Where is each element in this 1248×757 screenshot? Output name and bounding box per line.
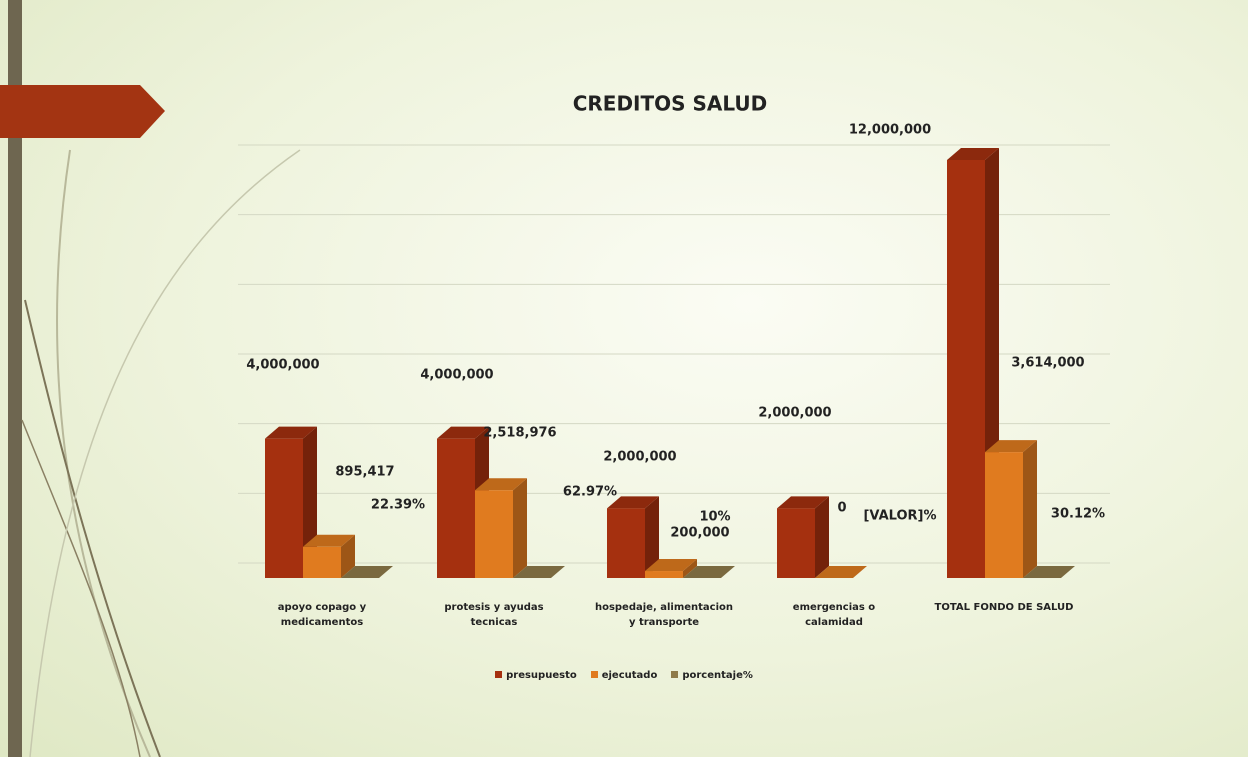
bar [815,566,867,579]
arrow-shape [0,85,165,138]
bar-top [815,566,867,578]
bar-side [341,534,355,578]
bar [341,565,393,579]
legend-swatch [495,671,503,678]
bar [475,478,527,578]
side-band [8,0,22,757]
data-label: [VALOR]% [863,509,936,524]
bar-top [683,565,735,578]
x-tick-label: protesis y ayudas tecnicas [444,602,544,628]
bar-front [303,546,341,578]
legend-item: presupuesto [495,670,577,681]
bar-front [437,438,475,578]
bar [645,559,697,578]
bar-top [303,534,355,547]
bar-front [985,452,1023,578]
bar-front [265,438,303,578]
bar-top [1023,565,1075,578]
data-label: 22.39% [371,498,425,513]
data-label: 3,614,000 [1011,356,1084,371]
bar-front [645,571,683,578]
legend-swatch [671,671,679,678]
decor-curve [56,149,151,757]
chart-title: CREDITOS SALUD [573,92,768,116]
bar-top [607,496,659,509]
bar [683,565,735,579]
bar-side [645,496,659,578]
bar-top [947,148,999,160]
bar [985,440,1037,578]
legend-label: porcentaje% [682,670,753,681]
bar [607,496,659,578]
bar-top [777,496,829,509]
data-label: 4,000,000 [420,368,493,383]
bar-top [645,559,697,572]
bar-top [265,426,317,439]
bar-side [721,565,735,578]
bar-top [985,440,1037,453]
data-label: 2,000,000 [758,406,831,421]
bar-side [1061,565,1075,578]
data-label: 10% [699,510,730,525]
data-label: 0 [837,501,846,516]
x-tick-label: apoyo copago y medicamentos [277,602,367,628]
data-label: 4,000,000 [246,358,319,373]
bar-top [437,426,489,439]
decor-curve [29,149,301,757]
legend: presupuesto ejecutado porcentaje% [0,670,1248,681]
data-label: 12,000,000 [849,123,931,138]
bar [513,565,565,579]
bar-top [475,478,527,491]
bar-side [1023,440,1037,578]
data-label: 2,518,976 [483,426,556,441]
x-tick-label: emergencias o calamidad [792,602,876,628]
legend-label: presupuesto [506,670,577,681]
bar [777,496,829,578]
legend-swatch [590,671,598,678]
x-tick-label: TOTAL FONDO DE SALUD [934,602,1074,613]
bar-front [607,508,645,578]
legend-label: ejecutado [601,670,658,681]
bar-side [513,478,527,578]
bar-side [379,565,393,578]
data-label: 895,417 [335,465,394,480]
bar-side [815,496,829,578]
decor-curve [21,419,141,757]
data-label: 200,000 [670,526,729,541]
bar-top [513,565,565,578]
bar-front [777,508,815,578]
bar-front [475,490,513,578]
decor-curve [24,299,161,757]
data-label: 30.12% [1051,507,1105,522]
x-tick-label: hospedaje, alimentacion y transporte [594,602,734,628]
bar-front [947,160,985,578]
bar [1023,565,1075,579]
legend-item: porcentaje% [671,670,753,681]
bar-top [341,565,393,578]
legend-item: ejecutado [590,670,658,681]
bar-side [551,565,565,578]
data-label: 62.97% [563,485,617,500]
bar [303,534,355,578]
data-label: 2,000,000 [603,450,676,465]
bar-side [683,559,697,578]
